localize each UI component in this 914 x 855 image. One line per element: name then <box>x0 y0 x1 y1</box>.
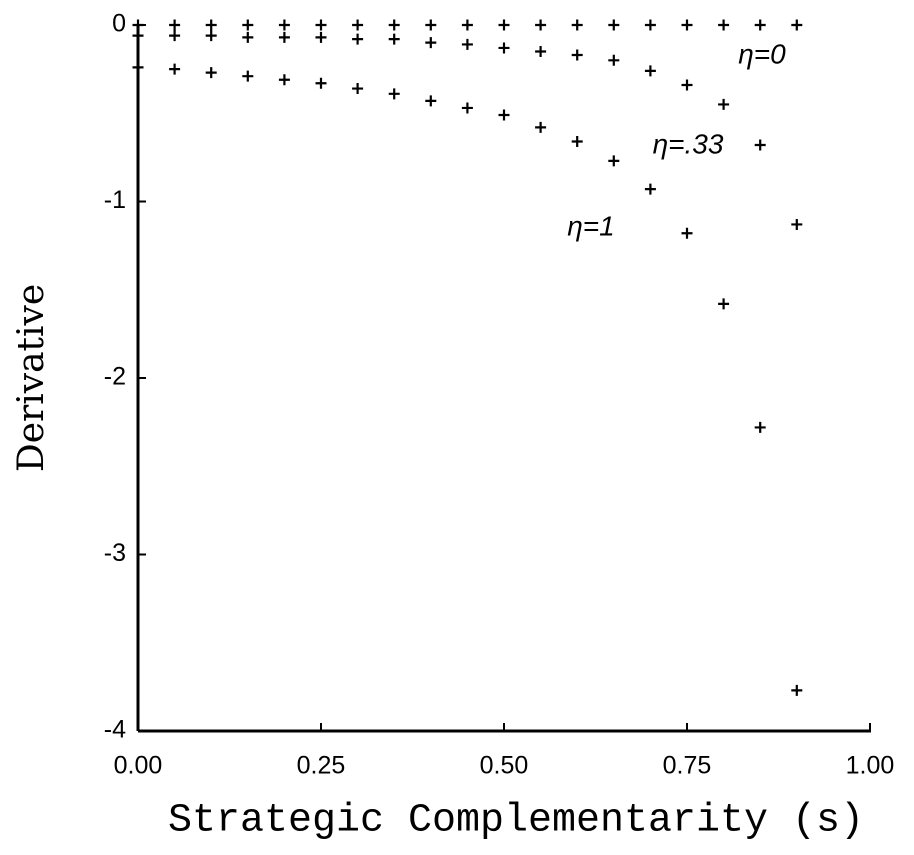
point <box>278 19 290 31</box>
point <box>498 19 510 31</box>
y-tick-label: 0 <box>112 10 126 38</box>
point <box>388 19 400 31</box>
y-tick-label: -1 <box>104 186 126 214</box>
point <box>498 109 510 121</box>
point <box>169 19 181 31</box>
point <box>461 38 473 50</box>
point <box>608 155 620 167</box>
point <box>571 49 583 61</box>
point <box>535 45 547 57</box>
series-annotation: η=1 <box>567 210 614 241</box>
point <box>315 19 327 31</box>
point <box>681 79 693 91</box>
point <box>352 19 364 31</box>
point <box>169 30 181 42</box>
y-tick-label: -3 <box>104 539 126 567</box>
point <box>791 19 803 31</box>
point <box>754 421 766 433</box>
point <box>791 684 803 696</box>
point <box>791 218 803 230</box>
point <box>169 63 181 75</box>
point <box>205 30 217 42</box>
point <box>461 102 473 114</box>
point <box>388 33 400 45</box>
point <box>388 88 400 100</box>
point <box>718 298 730 310</box>
point <box>535 121 547 133</box>
point <box>315 77 327 89</box>
point <box>571 135 583 147</box>
point <box>498 42 510 54</box>
x-tick-label: 0.75 <box>663 752 712 780</box>
point <box>571 19 583 31</box>
point <box>352 83 364 95</box>
point <box>352 33 364 45</box>
x-tick-label: 0.25 <box>297 752 346 780</box>
point <box>644 183 656 195</box>
point <box>608 19 620 31</box>
point <box>242 31 254 43</box>
point <box>205 67 217 79</box>
point <box>461 19 473 31</box>
point <box>425 19 437 31</box>
point <box>718 98 730 110</box>
series-annotation: η=0 <box>738 38 786 69</box>
point <box>535 19 547 31</box>
point <box>425 37 437 49</box>
point <box>754 19 766 31</box>
point <box>132 19 144 31</box>
point <box>242 19 254 31</box>
point <box>205 19 217 31</box>
y-axis-label: Derivative <box>11 284 52 472</box>
x-tick-label: 1.00 <box>846 752 895 780</box>
y-tick-label: -4 <box>104 716 126 744</box>
point <box>278 74 290 86</box>
point <box>644 65 656 77</box>
point <box>681 227 693 239</box>
point <box>242 70 254 82</box>
point <box>132 61 144 73</box>
point <box>644 19 656 31</box>
point <box>754 139 766 151</box>
point <box>132 30 144 42</box>
x-axis-label: Strategic Complementarity (s) <box>168 799 864 844</box>
x-tick-label: 0.50 <box>480 752 529 780</box>
point <box>315 31 327 43</box>
point <box>425 95 437 107</box>
x-tick-label: 0.00 <box>114 752 163 780</box>
point <box>681 19 693 31</box>
point <box>608 54 620 66</box>
point <box>718 19 730 31</box>
point <box>278 31 290 43</box>
series-annotation: η=.33 <box>653 128 724 159</box>
y-tick-label: -2 <box>104 363 126 391</box>
